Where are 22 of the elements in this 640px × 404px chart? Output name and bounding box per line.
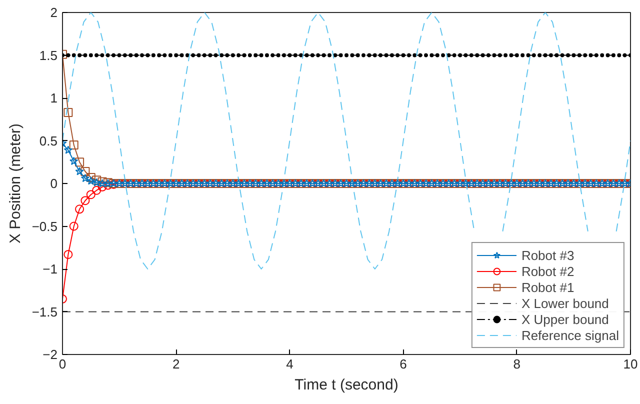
x-tick-label: 10 (623, 356, 638, 372)
x-tick-label: 8 (513, 356, 521, 372)
x-axis-title: Time t (second) (294, 376, 398, 394)
y-tick-label: −2 (42, 347, 58, 362)
y-tick-label: 1.5 (39, 48, 58, 63)
y-tick-label: 2 (50, 5, 58, 20)
y-tick-label: −0.5 (32, 218, 58, 234)
legend-label: Robot #1 (521, 279, 574, 295)
y-tick-label: 0.5 (39, 133, 58, 148)
y-tick-label: 0 (50, 176, 58, 191)
x-tick-label: 4 (286, 356, 294, 372)
legend-label: Robot #2 (521, 263, 574, 279)
y-axis-title: X Position (meter) (6, 123, 24, 244)
legend-label: Reference signal (521, 327, 619, 343)
legend-label: Robot #3 (521, 247, 574, 263)
x-tick-label: 2 (172, 356, 180, 372)
legend-label: X Upper bound (521, 311, 609, 327)
y-tick-label: −1.5 (32, 304, 58, 320)
y-tick-label: −1 (42, 262, 58, 276)
legend-label: X Lower bound (521, 295, 609, 311)
y-tick-label: 1 (50, 90, 58, 106)
x-tick-label: 6 (400, 356, 407, 372)
